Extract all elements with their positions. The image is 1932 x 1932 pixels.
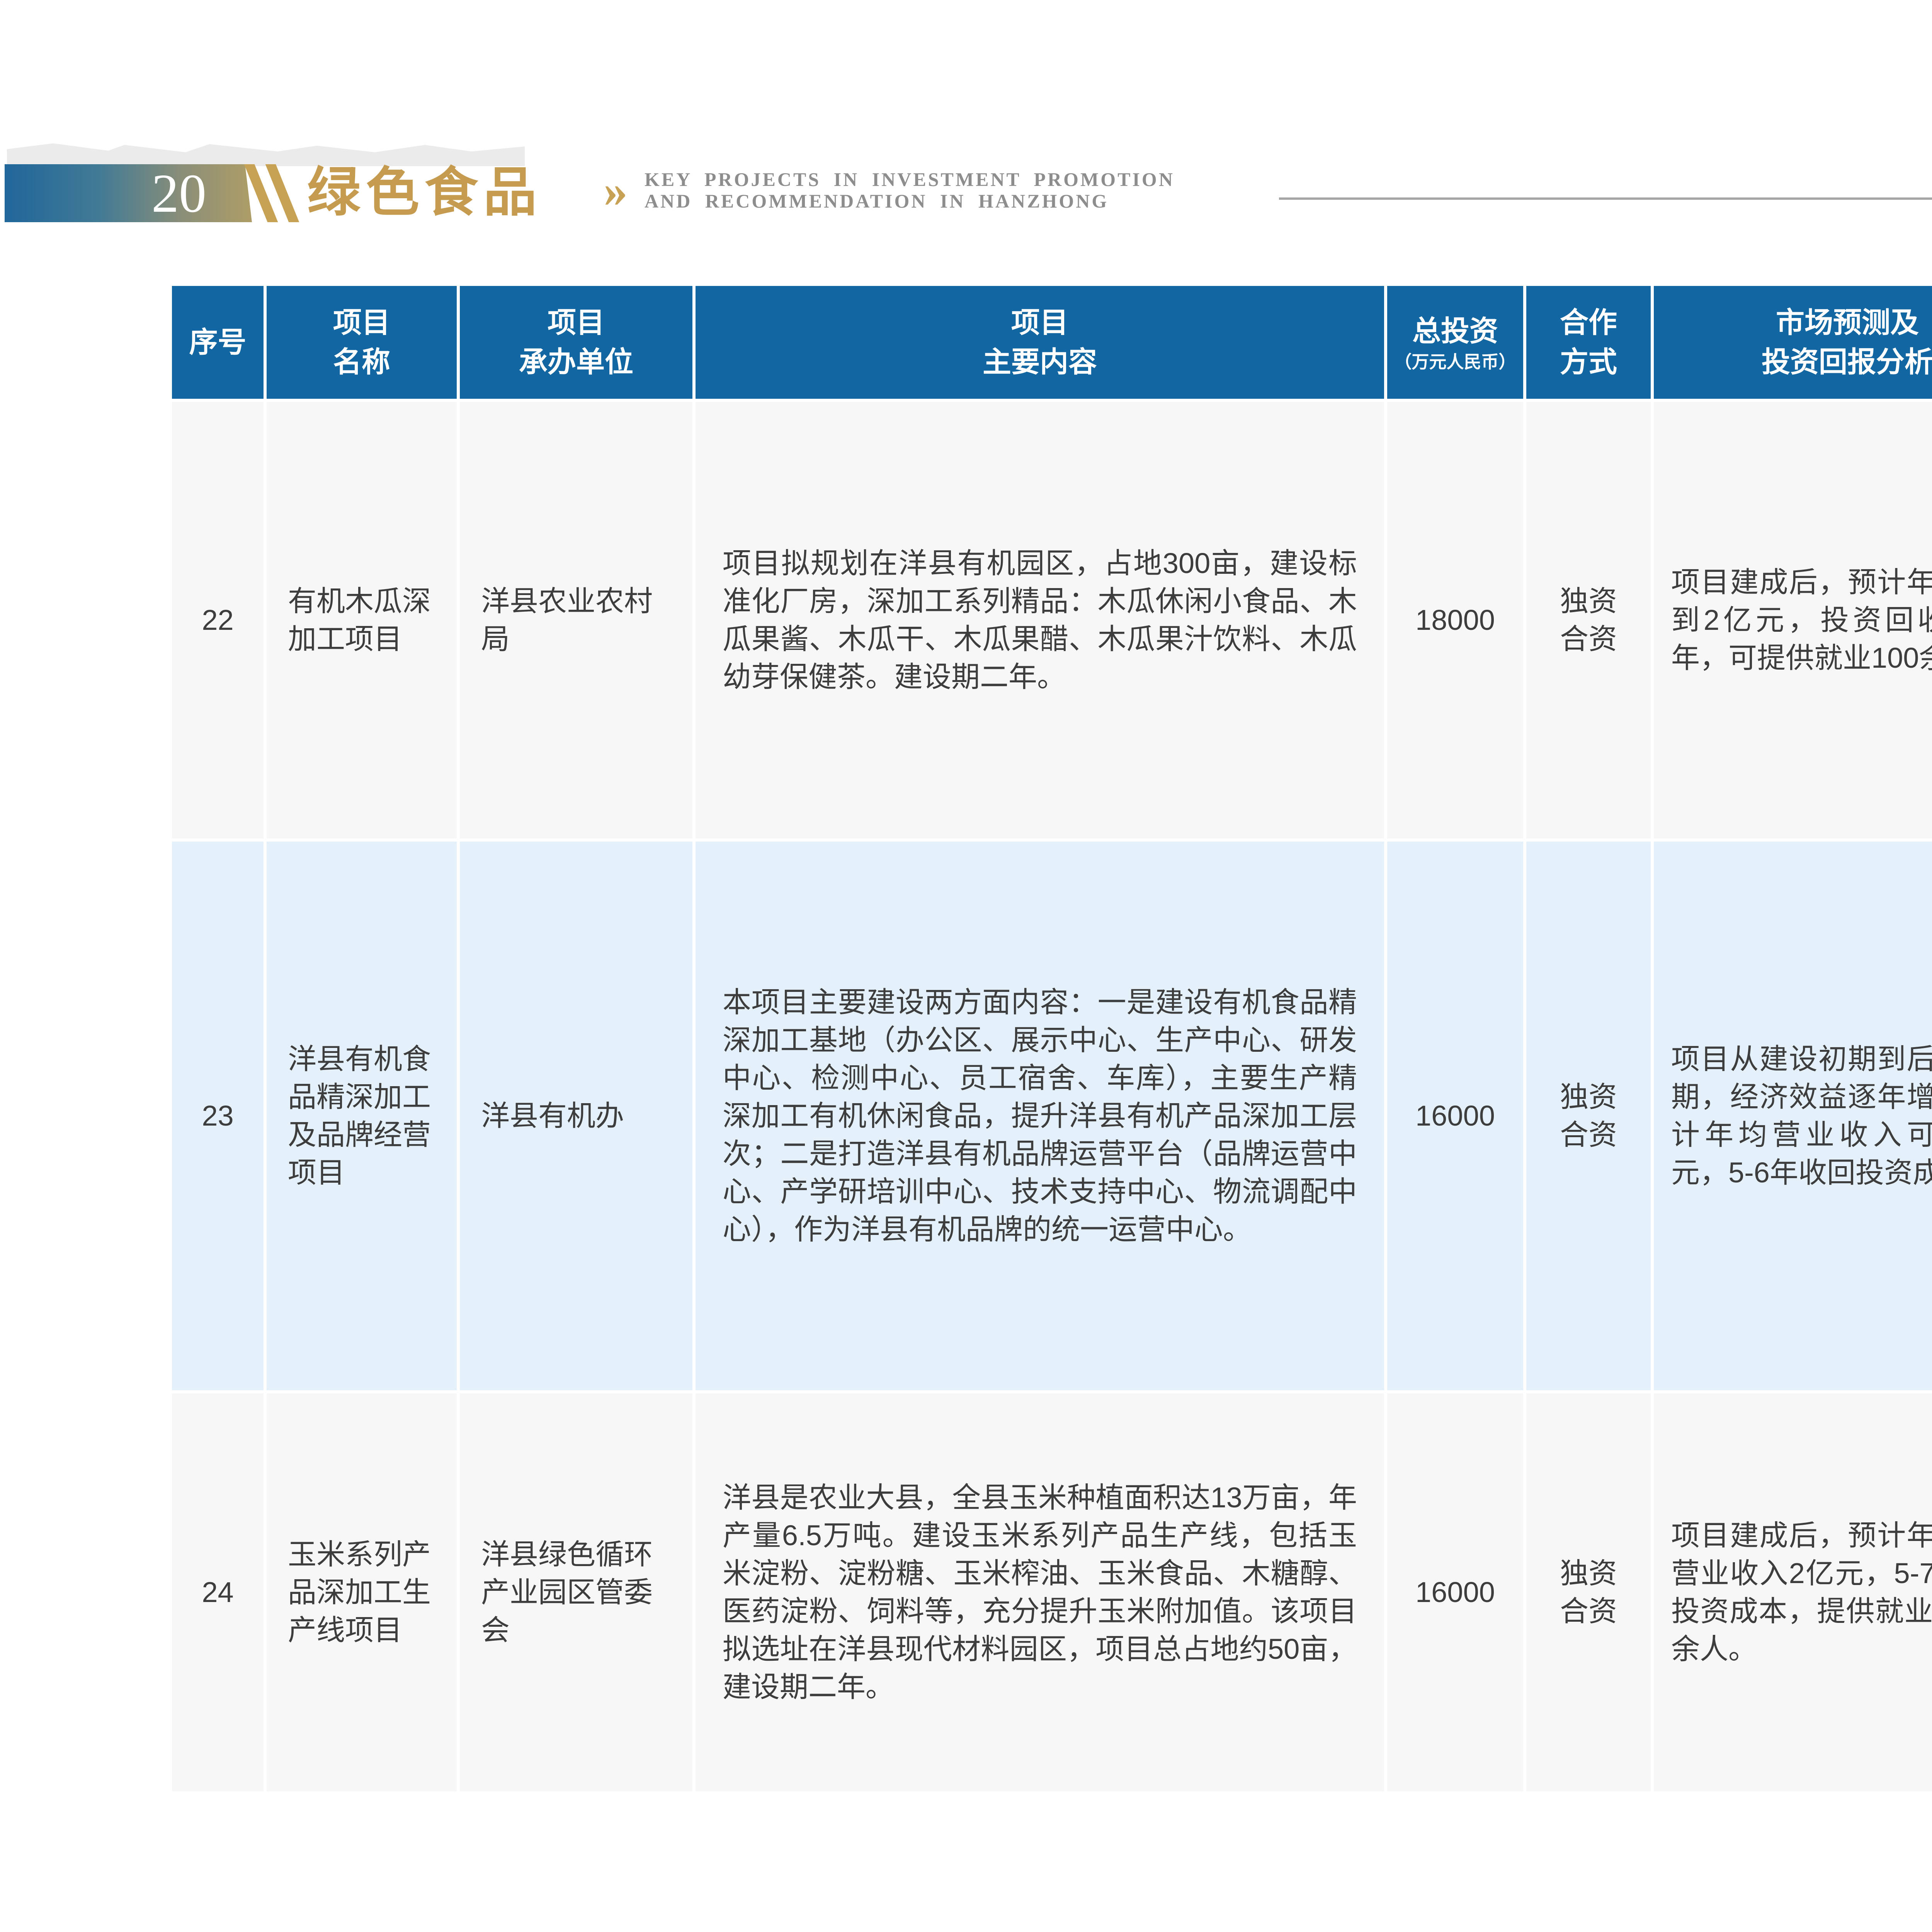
cell-content: 项目拟规划在洋县有机园区，占地300亩，建设标准化厂房，深加工系列精品：木瓜休闲… — [696, 402, 1384, 838]
cell-no: 23 — [172, 842, 264, 1390]
col-header-coop: 合作 方式 — [1526, 286, 1651, 399]
cell-unit: 洋县绿色循环 产业园区管委 会 — [460, 1393, 692, 1791]
cell-coop: 独资 合资 — [1526, 842, 1651, 1390]
col-header-investment-sub: （万元人民币） — [1394, 352, 1516, 372]
cell-market: 项目建成后，预计年产值达到2亿元，投资回收期6-7年，可提供就业100余人。 — [1654, 402, 1932, 838]
col-header-name: 项目 名称 — [267, 286, 457, 399]
col-header-no: 序号 — [172, 286, 264, 399]
header-rule — [1279, 197, 1932, 200]
cell-coop: 独资 合资 — [1526, 402, 1651, 838]
col-header-market: 市场预测及 投资回报分析 — [1654, 286, 1932, 399]
cell-project-name: 洋县有机食 品精深加工 及品牌经营 项目 — [267, 842, 457, 1390]
cell-investment: 16000 — [1387, 842, 1523, 1390]
page-number: 20 — [151, 163, 206, 224]
cell-investment: 18000 — [1387, 402, 1523, 838]
cell-coop: 独资 合资 — [1526, 1393, 1651, 1791]
col-header-content: 项目 主要内容 — [696, 286, 1384, 399]
col-header-unit: 项目 承办单位 — [460, 286, 692, 399]
cell-content: 洋县是农业大县，全县玉米种植面积达13万亩，年产量6.5万吨。建设玉米系列产品生… — [696, 1393, 1384, 1791]
cell-unit: 洋县农业农村 局 — [460, 402, 692, 838]
projects-table: 序号 项目 名称 项目 承办单位 项目 主要内容 总投资 （万元人民币） 合作 … — [172, 286, 1932, 1791]
cell-market: 项目从建设初期到后期成熟期，经济效益逐年增长。预计年均营业收入可达2亿元，5-6… — [1654, 842, 1932, 1390]
chevron-right-icon: » — [604, 164, 628, 217]
double-slash-icon — [244, 164, 299, 222]
col-header-investment-main: 总投资 — [1412, 315, 1498, 347]
cell-no: 24 — [172, 1393, 264, 1791]
cell-unit: 洋县有机办 — [460, 842, 692, 1390]
cell-investment: 16000 — [1387, 1393, 1523, 1791]
subtitle-line-2: AND RECOMMENDATION IN HANZHONG — [645, 190, 1109, 212]
page-number-banner: 20 — [5, 164, 252, 222]
cell-project-name: 有机木瓜深 加工项目 — [267, 402, 457, 838]
cell-project-name: 玉米系列产 品深加工生 产线项目 — [267, 1393, 457, 1791]
col-header-investment: 总投资 （万元人民币） — [1387, 286, 1523, 399]
cell-content: 本项目主要建设两方面内容：一是建设有机食品精深加工基地（办公区、展示中心、生产中… — [696, 842, 1384, 1390]
cell-market: 项目建成后，预计年可实现营业收入2亿元，5-7年收回投资成本，提供就业岗位80余… — [1654, 1393, 1932, 1791]
subtitle-line-1: KEY PROJECTS IN INVESTMENT PROMOTION — [645, 168, 1175, 190]
section-title: 绿色食品 — [307, 163, 543, 222]
page-subtitle: KEY PROJECTS IN INVESTMENT PROMOTION AND… — [645, 168, 1175, 212]
cell-no: 22 — [172, 402, 264, 838]
watermark-zigzag — [7, 143, 525, 166]
